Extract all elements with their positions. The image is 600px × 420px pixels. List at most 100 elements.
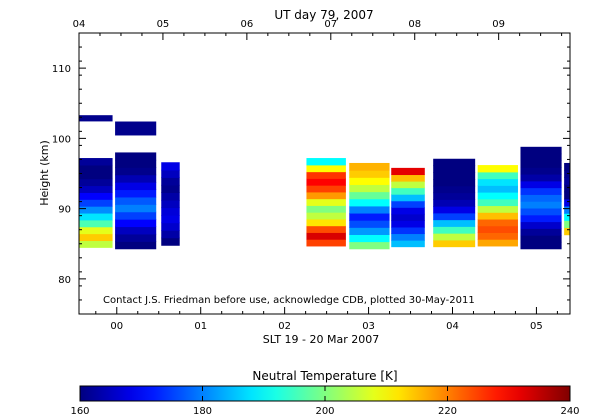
temperature-cell-8-3	[433, 219, 476, 227]
temperature-cell-11-2	[564, 213, 570, 221]
temperature-cell-10-2	[520, 228, 562, 236]
temperature-cell-4-0	[161, 237, 180, 246]
temperature-cell-2-12	[115, 152, 157, 161]
temperature-cell-8-4	[433, 212, 476, 221]
temperature-cell-10-9	[520, 180, 562, 189]
y-tick-label: 110	[52, 64, 71, 75]
temperature-cell-7-4	[391, 213, 425, 221]
y-tick-label: 90	[58, 205, 71, 216]
temperature-cell-10-8	[520, 187, 562, 195]
temperature-cell-9-9	[477, 178, 518, 186]
temperature-cell-8-8	[433, 185, 476, 194]
temperature-cell-4-4	[161, 207, 180, 216]
temperature-cell-7-2	[391, 226, 425, 235]
temperature-cell-0-10	[79, 171, 113, 180]
y-tick-label: 80	[58, 275, 71, 286]
temperature-cell-4-9	[161, 169, 180, 178]
bottom-tick-label: 02	[278, 321, 291, 332]
temperature-cell-0-9	[79, 178, 113, 187]
temperature-cell-4-5	[161, 199, 180, 209]
temperature-cell-6-10	[349, 170, 390, 178]
top-tick-label: 07	[324, 19, 337, 30]
temperature-cell-0-12	[79, 158, 113, 166]
temperature-cell-2-5	[115, 204, 157, 213]
temperature-cell-8-1	[433, 233, 476, 241]
temperature-cell-8-11	[433, 165, 476, 173]
temperature-cell-2-10	[115, 167, 157, 176]
temperature-cell-8-5	[433, 206, 476, 214]
colorbar-label: Neutral Temperature [K]	[252, 369, 397, 383]
colorbar-tick-label: 180	[193, 406, 212, 417]
temperature-cell-9-11	[477, 165, 518, 173]
temperature-cell-7-6	[391, 200, 425, 208]
temperature-cell-7-9	[391, 180, 425, 189]
temperature-cell-9-0	[477, 239, 518, 247]
colorbar-tick-label: 220	[438, 406, 457, 417]
temperature-cell-6-5	[349, 205, 390, 214]
temperature-cell-8-9	[433, 179, 476, 187]
temperature-cell-5-0	[306, 239, 346, 247]
temperature-cell-9-2	[477, 225, 518, 233]
top-tick-label: 04	[73, 19, 86, 30]
chart-title: UT day 79, 2007	[274, 8, 373, 22]
temperature-cell-10-5	[520, 207, 562, 216]
temperature-cell-9-7	[477, 192, 518, 200]
temperature-cell-10-10	[520, 173, 562, 182]
temperature-cell-11-3	[564, 205, 570, 214]
colorbar-ticks: 160 180 200 220 240	[70, 386, 580, 417]
temperature-cell-5-2	[306, 225, 346, 233]
temperature-cell-11-6	[564, 184, 570, 193]
temperature-cell-9-8	[477, 185, 518, 193]
top-tick-label: 06	[240, 19, 253, 30]
temperature-cell-8-12	[433, 158, 476, 167]
temperature-cell-5-6	[306, 198, 346, 206]
temperature-cell-0-1	[79, 233, 113, 241]
bottom-tick-label: 01	[194, 321, 207, 332]
temperature-cell-6-6	[349, 198, 390, 207]
temperature-cell-4-2	[161, 222, 180, 231]
x-axis-label: SLT 19 - 20 Mar 2007	[263, 333, 380, 346]
temperature-cell-6-9	[349, 177, 390, 185]
temperature-cell-7-3	[391, 220, 425, 228]
temperature-cell-9-4	[477, 212, 518, 220]
temperature-cell-10-0	[520, 241, 562, 250]
temperature-cell-5-11	[306, 164, 346, 173]
temperature-cell-2-1	[115, 233, 157, 242]
temperature-cell-10-12	[520, 160, 562, 168]
temperature-cell-11-7	[564, 177, 570, 186]
temperature-cell-2-11	[115, 159, 157, 168]
temperature-cell-6-0	[349, 241, 390, 250]
chart-annotation: Contact J.S. Friedman before use, acknow…	[103, 295, 475, 306]
temperature-cell-5-10	[306, 171, 346, 179]
temperature-cell-7-7	[391, 194, 425, 202]
bottom-tick-label: 03	[362, 321, 375, 332]
temperature-cell-9-3	[477, 218, 518, 227]
temperature-cell-2-0	[115, 241, 157, 250]
temperature-cell-7-1	[391, 233, 425, 241]
temperature-cell-4-10	[161, 162, 180, 171]
temperature-cell-9-10	[477, 171, 518, 180]
temperature-cell-0-4	[79, 212, 113, 221]
colorbar-tick-label: 240	[560, 406, 579, 417]
bottom-tick-label: 05	[530, 321, 543, 332]
temperature-cell-2-9	[115, 174, 157, 183]
temperature-cell-5-4	[306, 212, 346, 220]
top-tick-label: 05	[157, 19, 170, 30]
temperature-cell-5-3	[306, 218, 346, 227]
temperature-cell-10-14	[520, 146, 562, 155]
temperature-cell-11-5	[564, 191, 570, 200]
temperature-cell-5-5	[306, 205, 346, 213]
temperature-cell-6-3	[349, 220, 390, 228]
temperature-cell-2-6	[115, 196, 157, 205]
temperature-cell-9-6	[477, 198, 518, 207]
temperature-cell-6-11	[349, 162, 390, 171]
temperature-cell-6-8	[349, 184, 390, 193]
top-tick-label: 09	[492, 19, 505, 30]
y-axis-label: Height (km)	[38, 140, 51, 206]
temperature-cell-10-1	[520, 235, 562, 243]
bottom-tick-label: 00	[110, 321, 123, 332]
temperature-cell-2-2	[115, 226, 157, 235]
temperature-cell-10-7	[520, 194, 562, 202]
temperature-cell-7-11	[391, 167, 425, 176]
